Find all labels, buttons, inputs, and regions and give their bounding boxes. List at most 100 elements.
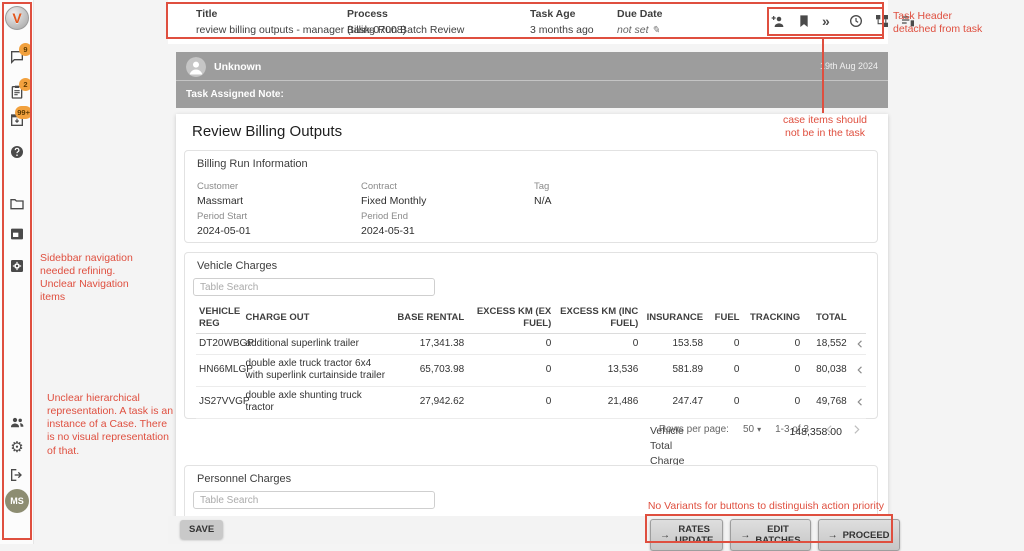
task-title-field: Title review billing outputs - manager (… [196, 8, 406, 36]
task-header: Title review billing outputs - manager (… [168, 0, 914, 44]
rows-per-page-select[interactable]: 50 ▾ [742, 423, 762, 435]
rows-per-page-label: Rows per page: [658, 423, 729, 435]
period-start-field: Period Start 2024-05-01 [197, 211, 251, 237]
sidebar-item-files[interactable] [9, 196, 25, 212]
col-expand [849, 303, 866, 334]
rates-update-button[interactable]: → RATES UPDATE [650, 519, 724, 551]
history-icon[interactable] [848, 13, 864, 29]
annotation-task-header-note: Task Header detached from task [893, 10, 983, 36]
personnel-charges-card: Personnel Charges [184, 465, 878, 518]
col-vehicle-reg: VEHICLE REG [196, 303, 243, 334]
edit-batches-button[interactable]: → EDIT BATCHES [730, 519, 811, 551]
action-bar: SAVE → RATES UPDATE → EDIT BATCHES → PRO… [168, 516, 900, 551]
sidebar-item-help[interactable] [9, 144, 25, 160]
proceed-button[interactable]: → PROCEED [817, 519, 900, 551]
annotation-sidebar-note: Sidebbar navigation needed refining. Unc… [40, 252, 133, 304]
notifications-badge: 9 [19, 43, 32, 56]
previous-page-icon[interactable] [823, 423, 836, 436]
vehicle-charges-title: Vehicle Charges [197, 260, 278, 272]
table-row: DT20WBGP additional superlink trailer 17… [196, 333, 866, 355]
vehicle-total-value: 148,358.00 [789, 426, 842, 438]
due-date-label: Due Date [617, 8, 663, 20]
personnel-charges-title: Personnel Charges [197, 473, 292, 485]
task-content: Review Billing Outputs Billing Run Infor… [176, 114, 888, 518]
app-logo[interactable]: V [5, 6, 29, 30]
col-insurance: INSURANCE [641, 303, 707, 334]
assigned-date: 19th Aug 2024 [819, 61, 878, 71]
queue-icon[interactable] [900, 13, 916, 29]
task-title-value: review billing outputs - manager (task-0… [196, 24, 407, 36]
annotation-hierarchy-note: Unclear hierarchical representation. A t… [47, 392, 174, 457]
settings-square-icon [9, 258, 25, 274]
bookmark-icon[interactable] [796, 13, 812, 29]
contract-field: Contract Fixed Monthly [361, 181, 427, 207]
logout-icon [9, 467, 25, 483]
app-logo-letter: V [12, 10, 22, 26]
sidebar-item-tasks[interactable]: 2 [9, 78, 32, 100]
table-pagination: Rows per page: 50 ▾ 1-3 of 3 [185, 419, 877, 436]
chevron-down-icon: ▾ [757, 424, 762, 434]
task-process-value: Billing Run Batch Review [347, 24, 465, 36]
unknown-avatar-icon [186, 57, 206, 77]
page-title: Review Billing Outputs [192, 123, 343, 140]
task-title-label: Title [196, 8, 218, 20]
sidebar-item-logout[interactable] [9, 467, 25, 483]
assigned-user-name: Unknown [214, 61, 262, 73]
col-excess-ex-fuel: EXCESS KM (EX FUEL) [467, 303, 555, 334]
user-avatar[interactable]: MS [5, 489, 29, 513]
due-date-value: not set ✎ [617, 24, 660, 36]
col-charge-out: CHARGE OUT [242, 303, 395, 334]
arrow-right-icon: → [660, 529, 670, 541]
banner-top-row [176, 52, 888, 81]
table-row: HN66MLGP double axle truck tractor 6x4 w… [196, 354, 866, 387]
sidebar-item-inbox[interactable]: 99+ [9, 106, 32, 128]
arrow-right-icon: → [827, 529, 838, 541]
vehicle-table-search-input[interactable] [193, 278, 435, 296]
sidebar-item-settings[interactable]: ⚙ [9, 440, 25, 456]
tag-field: Tag N/A [534, 181, 552, 207]
sidebar-item-workspace[interactable] [9, 226, 25, 242]
annotation-case-items-note: case items should not be in the task [782, 114, 868, 140]
arrow-right-icon: → [740, 529, 751, 541]
edit-icon[interactable]: ✎ [651, 25, 660, 36]
sidebar-nav: V 9 2 99+ ⚙ [0, 0, 34, 544]
gear-icon: ⚙ [10, 439, 24, 456]
task-header-actions: » [770, 13, 916, 29]
clipboard-icon [9, 84, 25, 100]
person-add-icon[interactable] [770, 13, 786, 29]
vehicle-charges-card: Vehicle Charges VEHICLE REG CHARGE OUT B… [184, 252, 878, 435]
vehicle-total-label: Vehicle Total Charge [650, 425, 685, 467]
row-collapse-icon[interactable] [853, 395, 863, 409]
workflow-icon[interactable] [874, 13, 890, 29]
col-fuel: FUEL [706, 303, 743, 334]
due-date-field: Due Date not set ✎ [617, 8, 663, 36]
sidebar-item-notifications[interactable]: 9 [9, 43, 32, 65]
folder-icon [9, 196, 25, 212]
task-age-label: Task Age [530, 8, 576, 20]
annotation-buttons-note: No Variants for buttons to distinguish a… [647, 500, 884, 512]
vehicle-total-summary: Vehicle Total Charge 148,358.00 [184, 420, 878, 467]
sidebar-item-people[interactable] [9, 414, 25, 430]
task-process-field: Process Billing Run Batch Review [347, 8, 464, 36]
next-page-icon[interactable] [850, 423, 863, 436]
fast-forward-icon[interactable]: » [822, 13, 830, 29]
personnel-table-search-input[interactable] [193, 491, 435, 509]
task-age-field: Task Age 3 months ago [530, 8, 594, 36]
avatar-initials: MS [10, 496, 24, 506]
col-base-rental: BASE RENTAL [394, 303, 468, 334]
table-row: JS27VVGP double axle shunting truck trac… [196, 386, 866, 419]
row-collapse-icon[interactable] [853, 337, 863, 351]
customer-field: Customer Massmart [197, 181, 244, 207]
row-collapse-icon[interactable] [853, 363, 863, 377]
col-excess-inc-fuel: EXCESS KM (INC FUEL) [554, 303, 642, 334]
period-end-field: Period End 2024-05-31 [361, 211, 415, 237]
task-process-label: Process [347, 8, 388, 20]
task-assigned-banner: Unknown 19th Aug 2024 Task Assigned Note… [176, 52, 888, 108]
table-header-row: VEHICLE REG CHARGE OUT BASE RENTAL EXCES… [196, 303, 866, 334]
save-button[interactable]: SAVE [180, 520, 224, 539]
assigned-note-label: Task Assigned Note: [186, 89, 284, 100]
sidebar-item-admin-settings[interactable] [9, 258, 25, 274]
annotation-callout-line [822, 37, 824, 113]
task-age-value: 3 months ago [530, 24, 594, 36]
